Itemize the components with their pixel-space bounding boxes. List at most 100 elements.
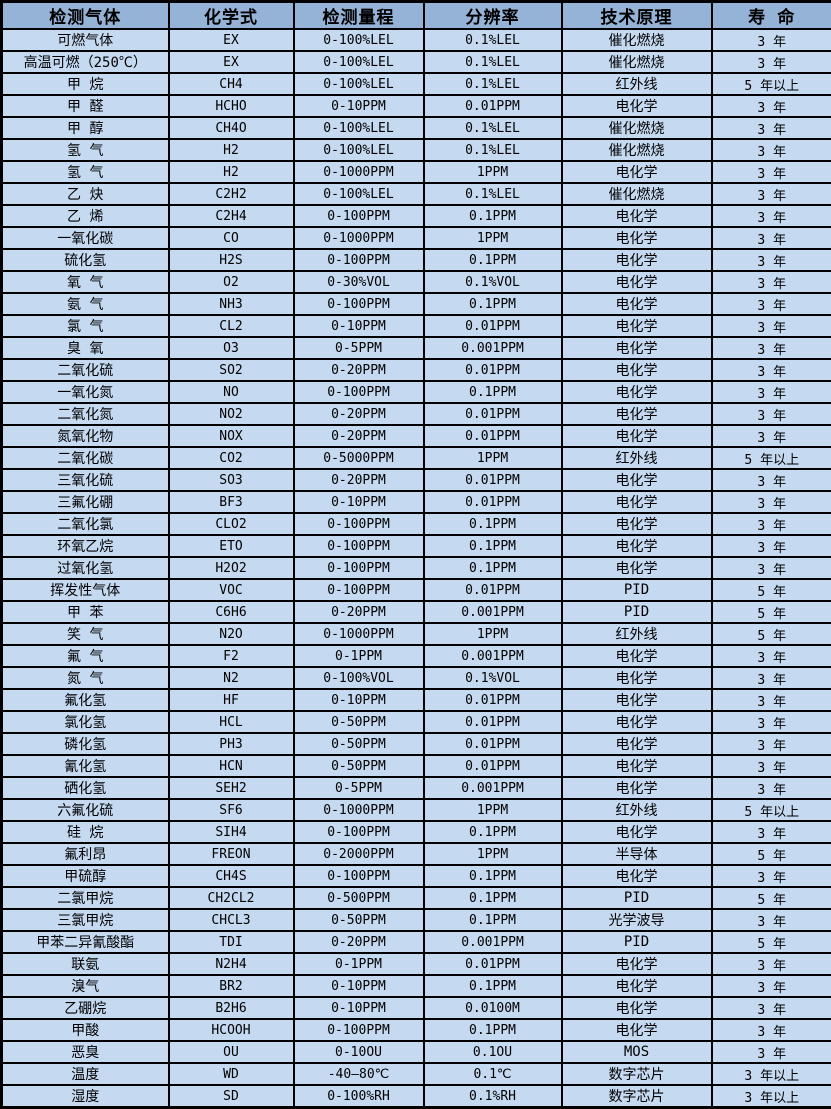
cell-detection-range: 0-100PPM xyxy=(294,249,424,271)
cell-lifespan: 3 年 xyxy=(712,645,831,667)
cell-detection-range: 0-100%LEL xyxy=(294,183,424,205)
cell-lifespan: 3 年 xyxy=(712,1041,831,1063)
cell-lifespan: 3 年 xyxy=(712,29,831,51)
cell-lifespan: 3 年 xyxy=(712,997,831,1019)
cell-lifespan: 3 年 xyxy=(712,491,831,513)
cell-resolution: 0.1PPM xyxy=(424,293,562,315)
cell-lifespan: 3 年 xyxy=(712,469,831,491)
cell-lifespan: 5 年 xyxy=(712,601,831,623)
cell-chemical-formula: HF xyxy=(169,689,294,711)
cell-resolution: 0.1PPM xyxy=(424,975,562,997)
cell-technology: 光学波导 xyxy=(562,909,712,931)
cell-gas-name: 氟利昂 xyxy=(2,843,169,865)
cell-technology: 电化学 xyxy=(562,249,712,271)
cell-gas-name: 三氧化硫 xyxy=(2,469,169,491)
cell-lifespan: 3 年 xyxy=(712,513,831,535)
cell-lifespan: 3 年 xyxy=(712,359,831,381)
cell-detection-range: 0-100%LEL xyxy=(294,117,424,139)
cell-technology: 电化学 xyxy=(562,865,712,887)
cell-gas-name: 三氟化硼 xyxy=(2,491,169,513)
cell-detection-range: 0-100PPM xyxy=(294,821,424,843)
cell-lifespan: 3 年 xyxy=(712,733,831,755)
cell-detection-range: 0-10PPM xyxy=(294,689,424,711)
cell-detection-range: 0-30%VOL xyxy=(294,271,424,293)
cell-technology: 电化学 xyxy=(562,645,712,667)
cell-chemical-formula: HCHO xyxy=(169,95,294,117)
cell-technology: 电化学 xyxy=(562,755,712,777)
cell-chemical-formula: TDI xyxy=(169,931,294,953)
cell-detection-range: 0-50PPM xyxy=(294,755,424,777)
cell-resolution: 0.1%LEL xyxy=(424,51,562,73)
cell-technology: 电化学 xyxy=(562,293,712,315)
cell-gas-name: 氟化氢 xyxy=(2,689,169,711)
cell-chemical-formula: C2H4 xyxy=(169,205,294,227)
cell-resolution: 0.01PPM xyxy=(424,403,562,425)
cell-technology: 电化学 xyxy=(562,271,712,293)
cell-chemical-formula: SO2 xyxy=(169,359,294,381)
cell-resolution: 0.001PPM xyxy=(424,337,562,359)
cell-technology: 红外线 xyxy=(562,799,712,821)
cell-chemical-formula: BF3 xyxy=(169,491,294,513)
cell-detection-range: 0-10PPM xyxy=(294,95,424,117)
cell-gas-name: 湿度 xyxy=(2,1085,169,1108)
cell-resolution: 0.01PPM xyxy=(424,491,562,513)
cell-technology: 电化学 xyxy=(562,227,712,249)
cell-technology: 电化学 xyxy=(562,205,712,227)
cell-lifespan: 3 年以上 xyxy=(712,1063,831,1085)
cell-resolution: 0.1PPM xyxy=(424,557,562,579)
cell-detection-range: 0-100PPM xyxy=(294,1019,424,1041)
cell-gas-name: 二氧化碳 xyxy=(2,447,169,469)
cell-lifespan: 3 年 xyxy=(712,711,831,733)
cell-gas-name: 笑 气 xyxy=(2,623,169,645)
cell-lifespan: 3 年 xyxy=(712,117,831,139)
cell-lifespan: 3 年 xyxy=(712,667,831,689)
cell-chemical-formula: H2 xyxy=(169,139,294,161)
cell-resolution: 0.01PPM xyxy=(424,689,562,711)
cell-chemical-formula: CH4S xyxy=(169,865,294,887)
cell-gas-name: 恶臭 xyxy=(2,1041,169,1063)
cell-detection-range: 0-20PPM xyxy=(294,601,424,623)
cell-resolution: 0.01PPM xyxy=(424,469,562,491)
cell-gas-name: 甲 醛 xyxy=(2,95,169,117)
cell-resolution: 0.001PPM xyxy=(424,931,562,953)
cell-lifespan: 5 年以上 xyxy=(712,447,831,469)
cell-lifespan: 5 年 xyxy=(712,887,831,909)
cell-detection-range: -40—80℃ xyxy=(294,1063,424,1085)
cell-chemical-formula: CO2 xyxy=(169,447,294,469)
cell-technology: 电化学 xyxy=(562,403,712,425)
cell-gas-name: 环氧乙烷 xyxy=(2,535,169,557)
cell-resolution: 0.01PPM xyxy=(424,315,562,337)
cell-chemical-formula: VOC xyxy=(169,579,294,601)
cell-gas-name: 可燃气体 xyxy=(2,29,169,51)
cell-gas-name: 甲 烷 xyxy=(2,73,169,95)
cell-chemical-formula: N2H4 xyxy=(169,953,294,975)
cell-detection-range: 0-100%LEL xyxy=(294,29,424,51)
cell-gas-name: 氢 气 xyxy=(2,139,169,161)
cell-chemical-formula: NO xyxy=(169,381,294,403)
cell-resolution: 0.1℃ xyxy=(424,1063,562,1085)
cell-detection-range: 0-100%LEL xyxy=(294,139,424,161)
cell-chemical-formula: HCN xyxy=(169,755,294,777)
cell-technology: MOS xyxy=(562,1041,712,1063)
header-lifespan: 寿 命 xyxy=(712,2,831,30)
cell-lifespan: 5 年以上 xyxy=(712,73,831,95)
cell-technology: 电化学 xyxy=(562,975,712,997)
cell-resolution: 0.1%LEL xyxy=(424,117,562,139)
cell-detection-range: 0-10PPM xyxy=(294,997,424,1019)
cell-chemical-formula: F2 xyxy=(169,645,294,667)
cell-detection-range: 0-1000PPM xyxy=(294,799,424,821)
cell-technology: 电化学 xyxy=(562,667,712,689)
cell-lifespan: 3 年 xyxy=(712,403,831,425)
cell-lifespan: 3 年 xyxy=(712,227,831,249)
